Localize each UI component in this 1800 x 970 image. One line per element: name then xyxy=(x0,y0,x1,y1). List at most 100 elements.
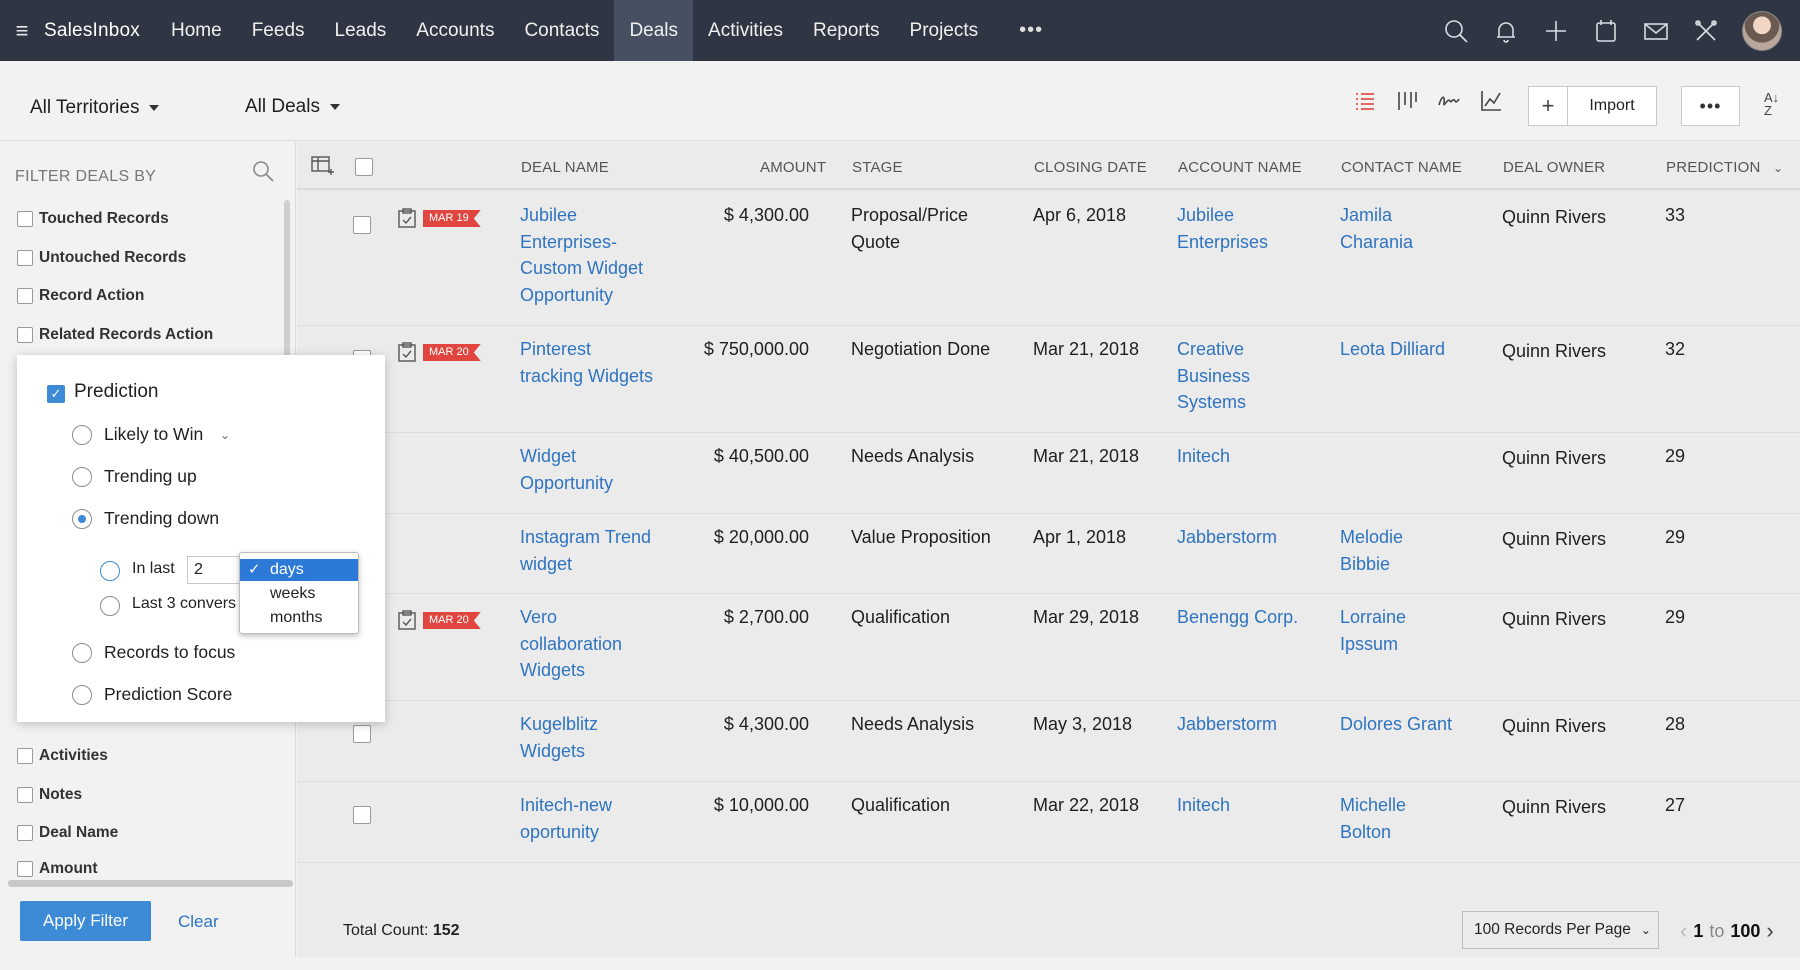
kanban-view-icon[interactable] xyxy=(1394,88,1420,114)
checkbox[interactable] xyxy=(17,250,33,266)
records-per-page-select[interactable]: 100 Records Per Page ⌄ xyxy=(1462,911,1659,949)
nav-deals[interactable]: Deals xyxy=(614,0,694,61)
row-checkbox[interactable] xyxy=(353,216,371,234)
contact-name-link[interactable]: Lorraine Ipssum xyxy=(1340,604,1406,657)
nav-accounts[interactable]: Accounts xyxy=(416,19,495,41)
deal-name-link[interactable]: Jubilee Enterprises- Custom Widget Opportun… xyxy=(520,202,643,308)
task-icon[interactable] xyxy=(398,610,416,630)
chart-view-icon[interactable] xyxy=(1478,88,1504,114)
prev-page-icon[interactable]: ‹ xyxy=(1680,918,1688,943)
next-page-icon[interactable]: › xyxy=(1766,918,1774,943)
checkbox[interactable] xyxy=(17,861,33,877)
filter-related-records-action[interactable]: Related Records Action xyxy=(17,326,213,344)
select-all-checkbox[interactable] xyxy=(355,158,373,176)
filter-activities[interactable]: Activities xyxy=(17,747,108,765)
nav-activities[interactable]: Activities xyxy=(708,19,783,41)
plus-icon[interactable] xyxy=(1542,17,1570,45)
option-months[interactable]: months xyxy=(240,607,358,629)
filter-scrollbar[interactable] xyxy=(284,200,290,370)
bell-icon[interactable] xyxy=(1492,17,1520,45)
table-row[interactable]: Kugelblitz Widgets $ 4,300.00 Needs Analysi… xyxy=(297,701,1800,782)
column-stage[interactable]: STAGE xyxy=(852,159,903,176)
nav-contacts[interactable]: Contacts xyxy=(524,19,600,41)
option-weeks[interactable]: weeks xyxy=(240,583,358,605)
column-closing-date[interactable]: CLOSING DATE xyxy=(1034,159,1147,176)
checkbox[interactable] xyxy=(17,288,33,304)
table-row[interactable]: Initech-new oportunity $ 10,000.00 Qualific… xyxy=(297,782,1800,863)
signature-icon[interactable] xyxy=(1436,88,1462,114)
column-contact-name[interactable]: CONTACT NAME xyxy=(1341,159,1463,176)
task-icon[interactable] xyxy=(398,342,416,362)
filter-search-icon[interactable] xyxy=(252,160,276,184)
create-deal-button[interactable]: + xyxy=(1528,86,1568,126)
in-last-input[interactable] xyxy=(187,556,243,584)
account-name-link[interactable]: Jabberstorm xyxy=(1177,711,1277,738)
user-avatar[interactable] xyxy=(1742,10,1782,51)
account-name-link[interactable]: Creative Business Systems xyxy=(1177,336,1250,416)
table-row[interactable]: MAR 20 Vero collaboration Widgets $ 2,700.00… xyxy=(297,594,1800,701)
checkbox[interactable] xyxy=(17,825,33,841)
radio-records-to-focus[interactable] xyxy=(72,643,92,663)
nav-home[interactable]: Home xyxy=(171,19,222,41)
filter-horizontal-scrollbar[interactable] xyxy=(8,880,293,887)
contact-name-link[interactable]: Jamila Charania xyxy=(1340,202,1413,255)
contact-name-link[interactable]: Michelle Bolton xyxy=(1340,792,1406,845)
row-checkbox[interactable] xyxy=(353,806,371,824)
checkbox[interactable] xyxy=(17,787,33,803)
nav-more-icon[interactable]: ••• xyxy=(1019,19,1044,41)
radio-last-conversations[interactable] xyxy=(100,596,120,616)
radio-trending-up[interactable] xyxy=(72,467,92,487)
column-prediction[interactable]: PREDICTION xyxy=(1666,159,1761,176)
row-checkbox[interactable] xyxy=(353,725,371,743)
checkbox[interactable] xyxy=(17,748,33,764)
nav-projects[interactable]: Projects xyxy=(909,19,979,41)
hamburger-menu-icon[interactable]: ≡ xyxy=(15,17,29,43)
account-name-link[interactable]: Initech xyxy=(1177,792,1230,819)
filter-record-action[interactable]: Record Action xyxy=(17,287,144,305)
option-days[interactable]: ✓ days xyxy=(240,559,358,581)
nav-salesinbox[interactable]: SalesInbox xyxy=(44,19,141,41)
column-settings-icon[interactable] xyxy=(310,154,334,176)
contact-name-link[interactable]: Melodie Bibbie xyxy=(1340,524,1403,577)
account-name-link[interactable]: Benengg Corp. xyxy=(1177,604,1298,631)
tools-icon[interactable] xyxy=(1692,17,1720,45)
filter-notes[interactable]: Notes xyxy=(17,786,82,804)
deal-name-link[interactable]: Instagram Trend widget xyxy=(520,524,651,577)
deal-name-link[interactable]: Initech-new oportunity xyxy=(520,792,612,845)
list-view-icon[interactable] xyxy=(1352,88,1378,114)
import-button[interactable]: Import xyxy=(1568,86,1657,126)
deal-name-link[interactable]: Pinterest tracking Widgets xyxy=(520,336,653,389)
deal-name-link[interactable]: Vero collaboration Widgets xyxy=(520,604,622,684)
checkbox[interactable] xyxy=(17,211,33,227)
nav-leads[interactable]: Leads xyxy=(334,19,387,41)
account-name-link[interactable]: Jabberstorm xyxy=(1177,524,1277,551)
table-row[interactable]: Widget Opportunity $ 40,500.00 Needs Analys… xyxy=(297,433,1800,514)
table-row[interactable]: MAR 19 Jubilee Enterprises- Custom Widget Op… xyxy=(297,192,1800,326)
clear-filter-link[interactable]: Clear xyxy=(178,912,219,931)
filter-touched-records[interactable]: Touched Records xyxy=(17,210,169,228)
nav-feeds[interactable]: Feeds xyxy=(251,19,305,41)
view-dropdown[interactable]: All Deals xyxy=(245,96,340,118)
column-amount[interactable]: AMOUNT xyxy=(760,159,827,176)
radio-in-last[interactable] xyxy=(100,561,120,581)
prediction-checkbox[interactable]: ✓ xyxy=(47,385,65,403)
column-account-name[interactable]: ACCOUNT NAME xyxy=(1178,159,1302,176)
chevron-down-icon[interactable]: ⌄ xyxy=(1773,161,1784,175)
mail-icon[interactable] xyxy=(1642,17,1670,45)
more-actions-button[interactable]: ••• xyxy=(1681,86,1740,126)
radio-likely-to-win[interactable] xyxy=(72,425,92,445)
table-row[interactable]: Instagram Trend widget $ 20,000.00 Value Pr… xyxy=(297,514,1800,594)
account-name-link[interactable]: Initech xyxy=(1177,443,1230,470)
column-deal-owner[interactable]: DEAL OWNER xyxy=(1503,159,1606,176)
search-icon[interactable] xyxy=(1442,17,1470,45)
deal-name-link[interactable]: Widget Opportunity xyxy=(520,443,613,496)
column-deal-name[interactable]: DEAL NAME xyxy=(521,159,609,176)
deal-name-link[interactable]: Kugelblitz Widgets xyxy=(520,711,598,764)
apply-filter-button[interactable]: Apply Filter xyxy=(20,901,151,941)
table-row[interactable]: MAR 20 Pinterest tracking Widgets $ 750,000… xyxy=(297,326,1800,433)
radio-prediction-score[interactable] xyxy=(72,685,92,705)
filter-amount[interactable]: Amount xyxy=(17,861,98,877)
filter-untouched-records[interactable]: Untouched Records xyxy=(17,249,186,267)
contact-name-link[interactable]: Leota Dilliard xyxy=(1340,336,1445,363)
nav-reports[interactable]: Reports xyxy=(812,19,880,41)
